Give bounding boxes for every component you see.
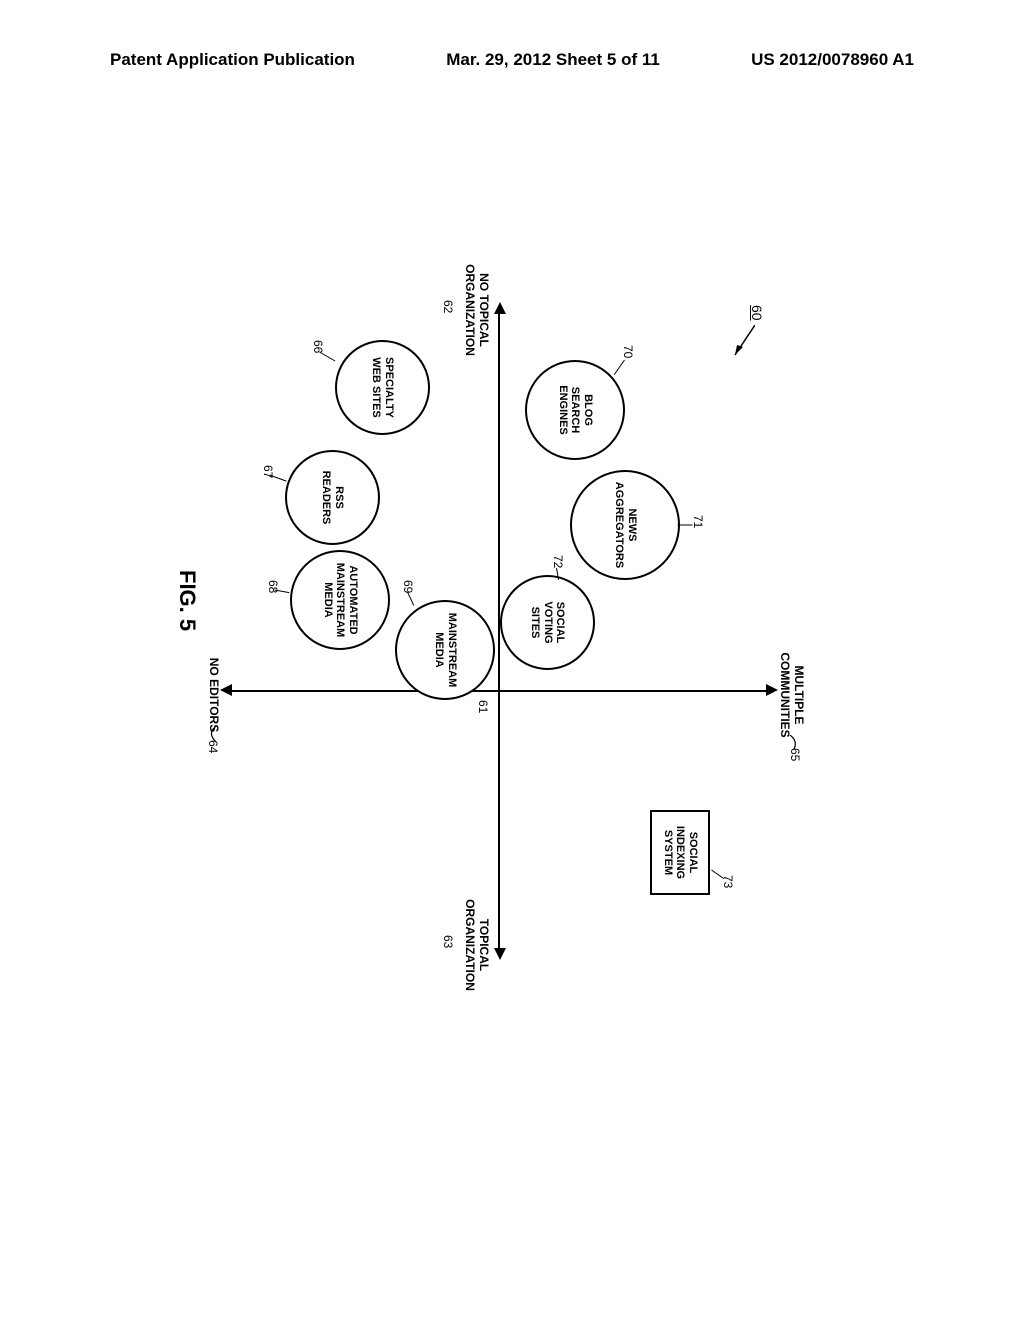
header-center: Mar. 29, 2012 Sheet 5 of 11 — [446, 50, 660, 70]
axis-label-no-topical: NO TOPICALORGANIZATION — [462, 250, 490, 370]
axis-label-multiple-communities: MULTIPLECOMMUNITIES — [777, 640, 805, 750]
x-axis-arrow-left — [494, 302, 506, 314]
ref-60-arrow — [725, 325, 755, 365]
node-blog-search-engines: BLOGSEARCHENGINES — [525, 360, 625, 460]
ref-61: 61 — [476, 700, 490, 713]
node-mainstream-media: MAINSTREAMMEDIA — [395, 600, 495, 700]
node-automated-mainstream: AUTOMATEDMAINSTREAMMEDIA — [290, 550, 390, 650]
page-header: Patent Application Publication Mar. 29, … — [0, 50, 1024, 70]
ref-65-tick — [788, 735, 798, 751]
y-axis-arrow-down — [220, 684, 232, 696]
ref-71-line — [678, 525, 693, 526]
ref-60: 60 — [749, 305, 765, 321]
node-rss-readers: RSSREADERS — [285, 450, 380, 545]
ref-69-line — [407, 592, 414, 606]
node-specialty-web-sites: SPECIALTYWEB SITES — [335, 340, 430, 435]
ref-71: 71 — [691, 515, 705, 528]
y-axis-arrow-up — [766, 684, 778, 696]
axis-label-topical: TOPICALORGANIZATION — [462, 890, 490, 1000]
x-axis-arrow-right — [494, 948, 506, 960]
header-right: US 2012/0078960 A1 — [751, 50, 914, 70]
ref-62: 62 — [441, 300, 455, 313]
node-social-indexing-system: SOCIALINDEXINGSYSTEM — [650, 810, 710, 895]
y-axis — [230, 690, 770, 692]
node-social-voting-sites: SOCIALVOTINGSITES — [500, 575, 595, 670]
node-news-aggregators: NEWSAGGREGATORS — [570, 470, 680, 580]
ref-63: 63 — [441, 935, 455, 948]
ref-70-line — [614, 360, 625, 375]
header-left: Patent Application Publication — [110, 50, 355, 70]
ref-70: 70 — [621, 345, 635, 358]
ref-72: 72 — [551, 555, 565, 568]
ref-66-line — [319, 352, 335, 362]
figure-number-label: FIG. 5 — [174, 570, 200, 631]
figure-diagram: NO TOPICALORGANIZATION TOPICALORGANIZATI… — [40, 270, 960, 990]
axis-label-no-editors: NO EDITORS — [206, 650, 220, 740]
ref-68: 68 — [266, 580, 280, 593]
ref-64-tick — [208, 728, 218, 744]
ref-66: 66 — [311, 340, 325, 353]
